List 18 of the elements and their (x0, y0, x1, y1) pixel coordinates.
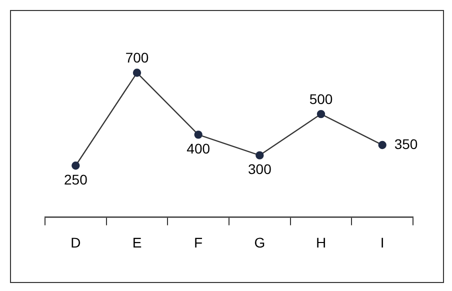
data-label: 350 (394, 136, 418, 152)
point (378, 140, 386, 150)
point (132, 68, 142, 77)
point (316, 110, 326, 118)
x-tick-label: H (316, 234, 326, 250)
x-tick-label: E (132, 234, 142, 250)
point (194, 130, 202, 139)
point (72, 162, 80, 170)
x-tick-label: G (254, 234, 266, 250)
data-label: 400 (186, 140, 210, 157)
data-label: 250 (64, 171, 88, 188)
x-tick-label: D (70, 234, 81, 250)
point (256, 151, 264, 160)
data-label: 500 (309, 90, 333, 107)
x-tick-label: I (380, 234, 384, 250)
data-label: 700 (125, 50, 149, 66)
data-label: 300 (248, 161, 272, 178)
x-tick-label: F (194, 234, 203, 250)
